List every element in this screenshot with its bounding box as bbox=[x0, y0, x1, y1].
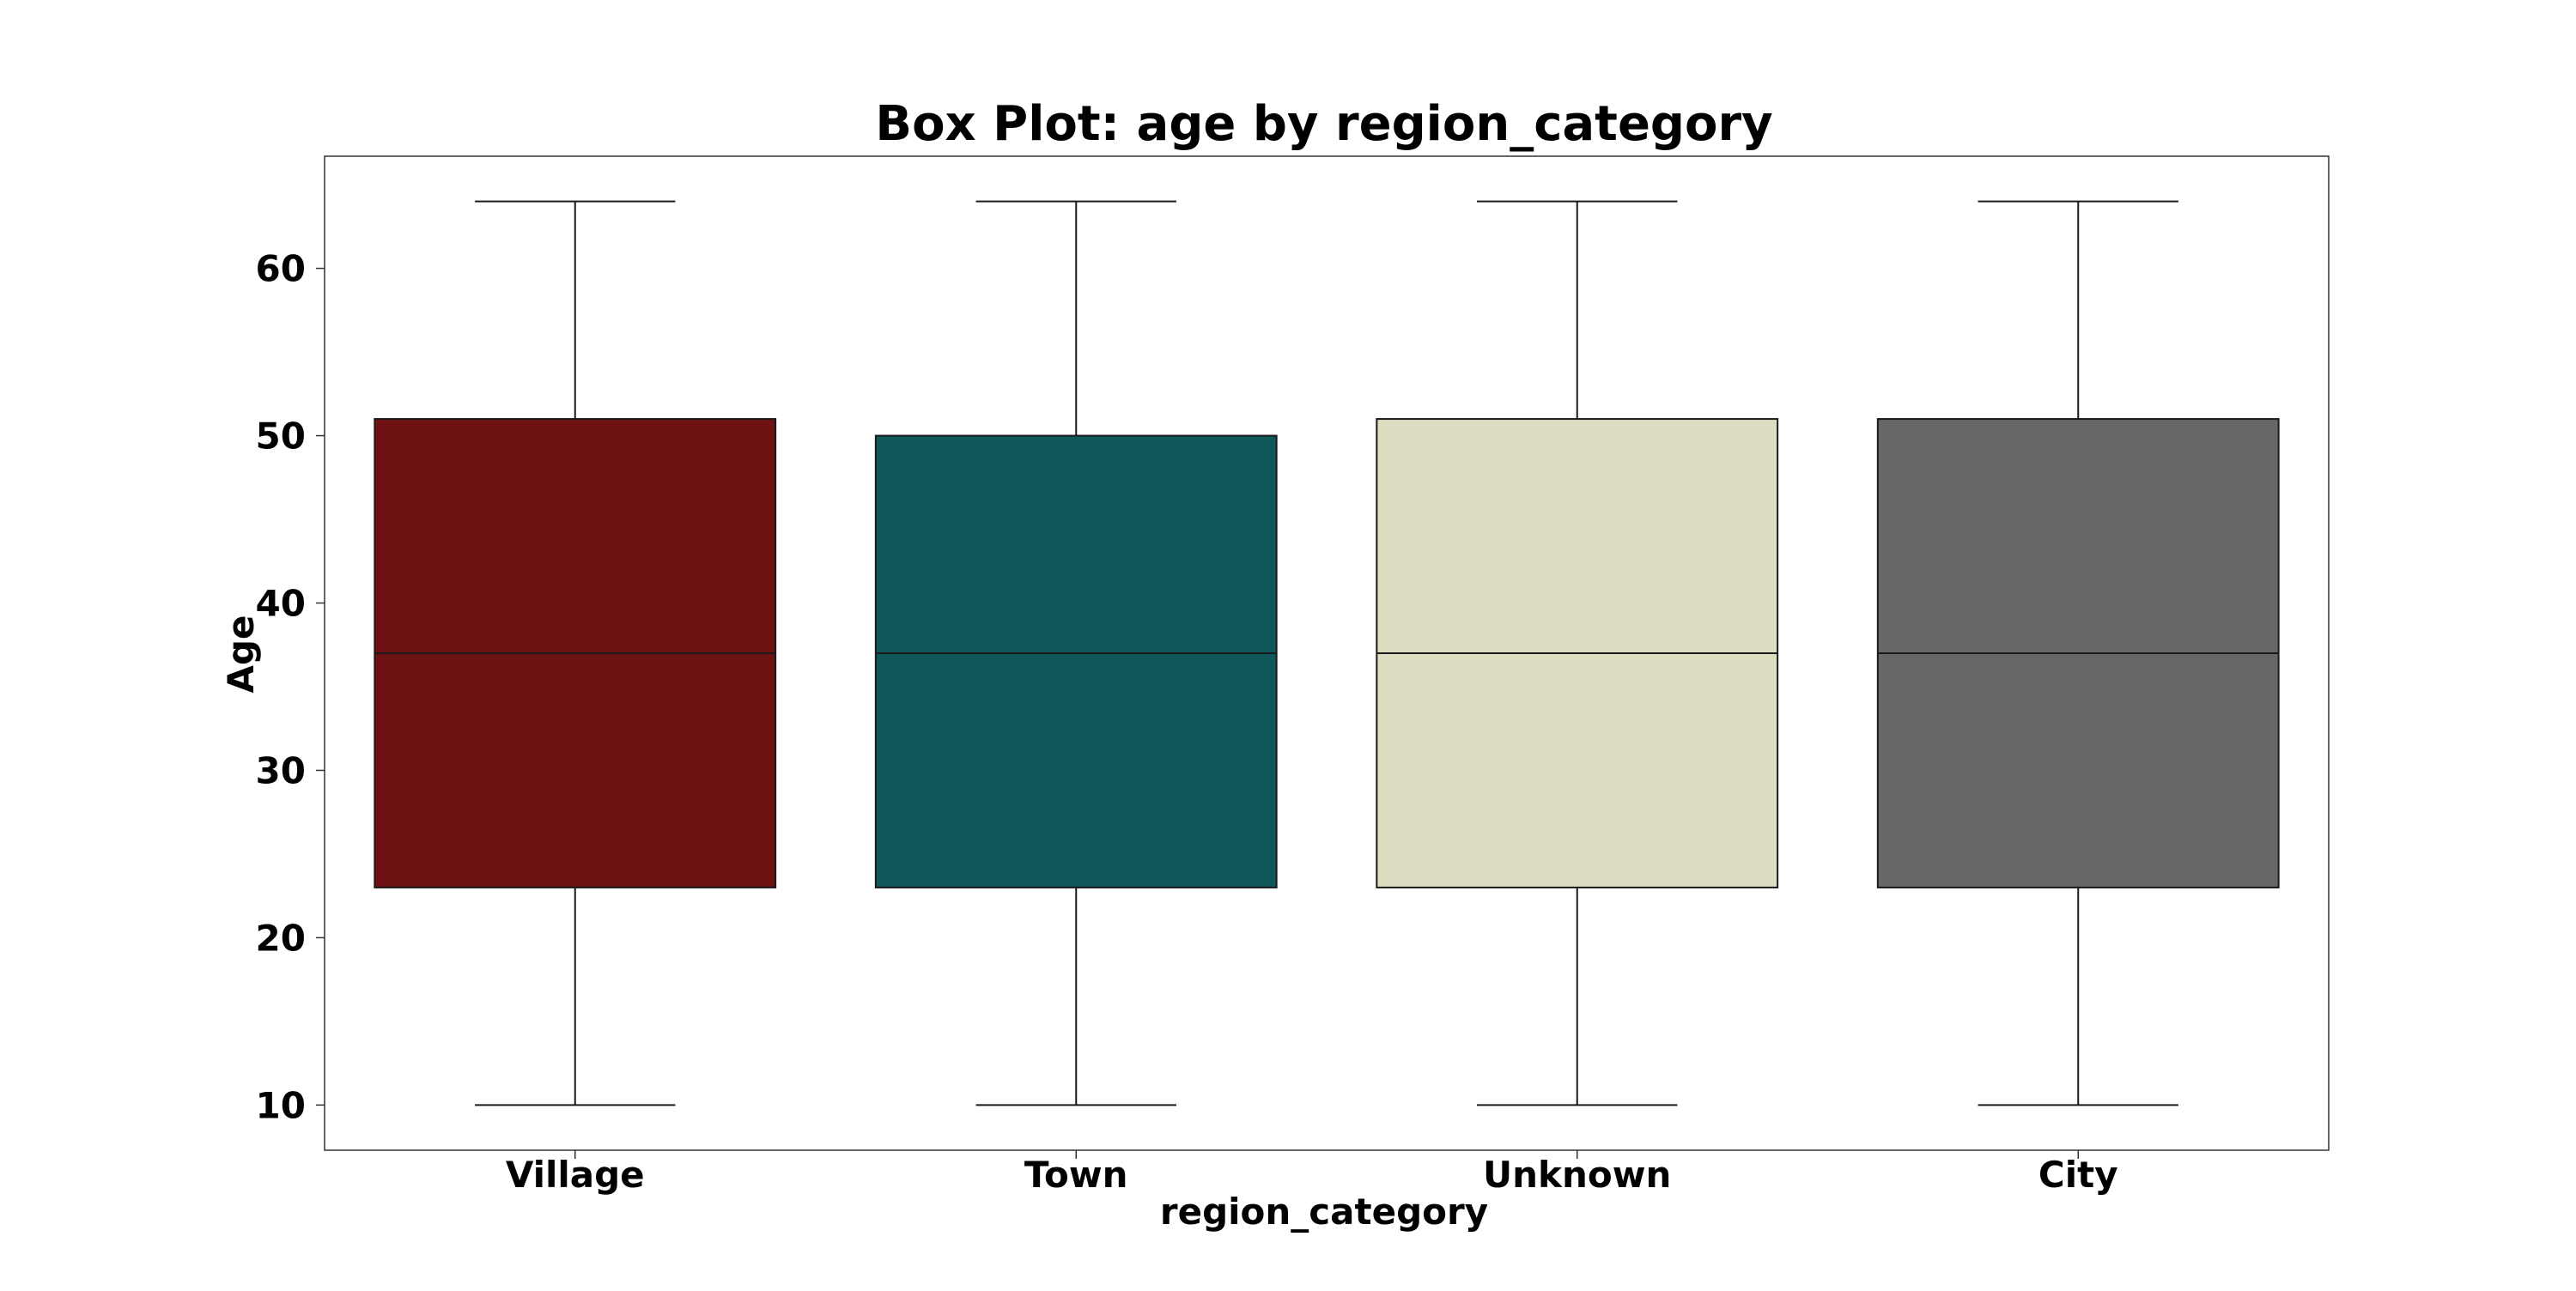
x-tick-label: Unknown bbox=[1483, 1154, 1671, 1196]
y-tick-label: 40 bbox=[256, 583, 306, 625]
plot-area-frame bbox=[324, 155, 2330, 1151]
box-group-city bbox=[1876, 200, 2280, 1106]
box-group-village bbox=[374, 200, 777, 1106]
x-axis-ticks: Village Town Unknown City bbox=[506, 1150, 2118, 1196]
y-axis-label: Age bbox=[220, 615, 262, 693]
y-tick-label: 60 bbox=[256, 248, 306, 290]
chart-title: Box Plot: age by region_category bbox=[875, 96, 1772, 152]
x-tick-label: Village bbox=[506, 1154, 645, 1196]
y-tick-label: 30 bbox=[256, 749, 306, 791]
box-series bbox=[374, 200, 2280, 1106]
x-tick-label: City bbox=[2038, 1154, 2118, 1196]
y-tick-label: 50 bbox=[256, 415, 306, 458]
box-iqr bbox=[874, 434, 1278, 888]
box-group-unknown bbox=[1376, 200, 1779, 1106]
x-tick-label: Town bbox=[1024, 1154, 1128, 1196]
y-tick-label: 20 bbox=[256, 917, 306, 959]
y-tick-label: 10 bbox=[256, 1084, 306, 1126]
box-group-town bbox=[874, 200, 1278, 1106]
y-axis-ticks: 10 20 30 40 50 60 bbox=[256, 248, 325, 1126]
x-axis-label: region_category bbox=[1160, 1191, 1488, 1233]
